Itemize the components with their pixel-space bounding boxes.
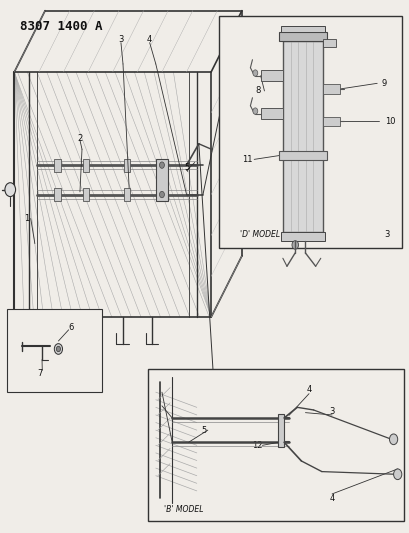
Text: 11: 11 [241, 155, 252, 164]
Text: 8307 1400 A: 8307 1400 A [20, 20, 103, 33]
Text: 2: 2 [77, 134, 82, 143]
Bar [54, 159, 61, 172]
Bar [124, 188, 130, 201]
Text: 4: 4 [329, 494, 334, 503]
Bar [155, 159, 168, 201]
Circle shape [389, 434, 397, 445]
Circle shape [252, 108, 257, 114]
Bar [260, 108, 283, 119]
Circle shape [159, 191, 164, 198]
Text: 3: 3 [118, 36, 124, 44]
Text: 10: 10 [384, 117, 395, 126]
Circle shape [252, 70, 257, 76]
Bar [219, 16, 401, 248]
Bar [323, 39, 335, 47]
Bar [279, 32, 327, 42]
Bar [83, 188, 89, 201]
Bar [277, 414, 283, 447]
Bar [323, 84, 339, 94]
Bar [281, 26, 325, 32]
Circle shape [393, 469, 401, 480]
Circle shape [56, 346, 61, 352]
Circle shape [159, 162, 164, 168]
Text: 7: 7 [38, 369, 43, 378]
Bar [283, 42, 323, 232]
Circle shape [5, 183, 16, 197]
Bar [124, 159, 130, 172]
Text: 4: 4 [147, 36, 152, 44]
Text: 5: 5 [184, 164, 189, 172]
Text: 4: 4 [306, 385, 311, 393]
Text: 12: 12 [252, 441, 263, 450]
Bar [260, 70, 283, 81]
Circle shape [54, 344, 63, 354]
Text: 9: 9 [380, 79, 386, 88]
Text: 'D' MODEL: 'D' MODEL [239, 230, 279, 239]
Bar [281, 232, 325, 241]
Text: 6: 6 [69, 323, 74, 332]
Bar [279, 151, 327, 160]
Text: 1: 1 [24, 214, 29, 223]
Text: 8: 8 [254, 86, 260, 95]
Circle shape [291, 241, 298, 249]
Text: 3: 3 [328, 407, 334, 416]
Bar [83, 159, 89, 172]
Bar [7, 309, 101, 392]
Bar [323, 117, 339, 126]
Bar [147, 369, 403, 521]
Text: 'B' MODEL: 'B' MODEL [164, 505, 203, 514]
Bar [54, 188, 61, 201]
Text: 3: 3 [384, 230, 389, 239]
Text: 5: 5 [201, 426, 206, 434]
